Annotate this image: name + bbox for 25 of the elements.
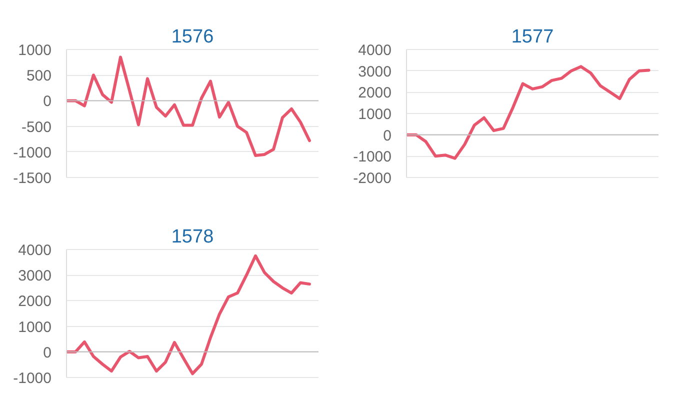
line-series xyxy=(66,56,311,157)
line-series xyxy=(66,254,311,376)
y-tick-label: 2000 xyxy=(18,293,52,310)
y-tick-label: 0 xyxy=(383,127,392,144)
y-tick-label: 0 xyxy=(43,344,52,362)
y-tick-label: -2000 xyxy=(353,170,392,187)
y-tick-label: -1000 xyxy=(353,148,392,166)
y-tick-label: 4000 xyxy=(18,242,52,259)
y-tick-label: 2000 xyxy=(358,84,392,102)
chart-title: 1578 xyxy=(171,226,214,248)
y-tick-label: 4000 xyxy=(358,42,392,59)
y-tick-label: -500 xyxy=(21,118,52,136)
y-tick-label: 0 xyxy=(43,93,52,110)
chart-title: 1576 xyxy=(171,26,214,48)
chart-title: 1577 xyxy=(511,26,554,48)
y-tick-label: 1000 xyxy=(358,106,392,123)
line-series xyxy=(406,65,650,160)
y-tick-label: -1000 xyxy=(13,144,52,162)
y-tick-label: 500 xyxy=(26,68,52,85)
y-tick-label: -1500 xyxy=(13,170,52,187)
y-tick-label: -1000 xyxy=(13,370,52,387)
y-tick-label: 3000 xyxy=(18,268,52,285)
y-tick-label: 1000 xyxy=(18,318,52,336)
y-tick-label: 3000 xyxy=(358,63,392,80)
y-tick-label: 1000 xyxy=(18,42,52,59)
